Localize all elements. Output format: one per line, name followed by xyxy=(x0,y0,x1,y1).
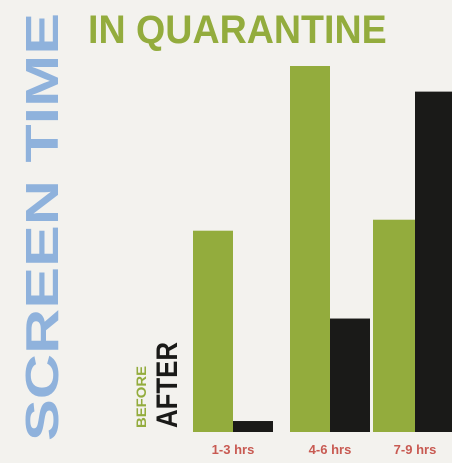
chart-title: IN QUARANTINE xyxy=(88,8,387,52)
bar-after-1 xyxy=(233,421,273,432)
legend: BEFORE AFTER xyxy=(0,0,190,458)
vertical-title: SCREEN TIME xyxy=(0,0,70,458)
x-tick-label: 4-6 hrs xyxy=(309,442,352,457)
bar-before-1 xyxy=(193,230,233,432)
legend-svg: BEFORE AFTER xyxy=(133,342,184,428)
legend-after-label: AFTER xyxy=(151,342,184,428)
bar-before-2 xyxy=(290,66,330,432)
legend-before-label: BEFORE xyxy=(133,366,149,428)
bar-after-3 xyxy=(415,91,452,433)
x-tick-label: 1-3 hrs xyxy=(212,442,255,457)
vertical-title-text: SCREEN TIME xyxy=(16,13,68,441)
vertical-title-svg: SCREEN TIME xyxy=(16,13,68,441)
bar-after-2 xyxy=(330,318,370,432)
x-tick-label: 7-9 hrs xyxy=(394,442,437,457)
bar-before-3 xyxy=(373,219,415,432)
